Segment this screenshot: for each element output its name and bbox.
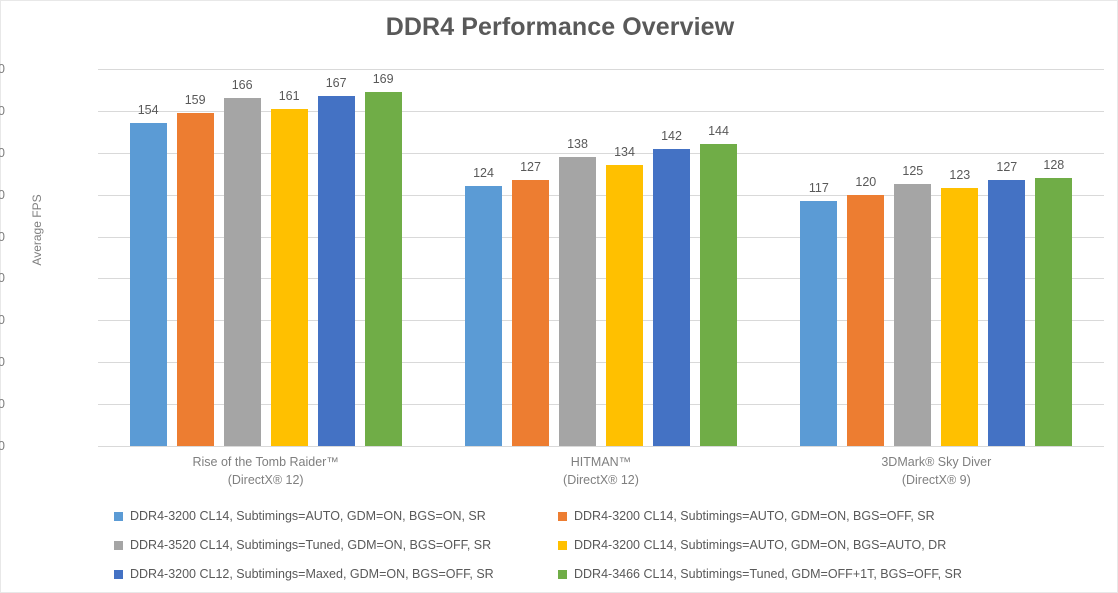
- bar-value-label: 144: [708, 124, 729, 139]
- legend-item-label: DDR4-3200 CL14, Subtimings=AUTO, GDM=ON,…: [574, 509, 935, 523]
- y-axis-tick-label: 120: [0, 187, 5, 202]
- y-axis-tick-label: 160: [0, 103, 5, 118]
- bar: 142: [653, 129, 690, 446]
- legend-color-swatch: [114, 511, 123, 521]
- legend-item[interactable]: DDR4-3200 CL12, Subtimings=Maxed, GDM=ON…: [114, 567, 494, 581]
- legend-color-swatch: [558, 511, 567, 521]
- bar: 169: [364, 72, 402, 446]
- gridline: [98, 194, 1104, 196]
- bar-value-label: 161: [278, 88, 300, 103]
- category-label-line1: 3DMark® Sky Diver: [881, 455, 992, 469]
- gridline: [98, 362, 1104, 364]
- bar: 117: [800, 181, 838, 446]
- bar: 159: [176, 93, 214, 446]
- category-label-line1: HITMAN™: [570, 455, 632, 469]
- legend-item[interactable]: DDR4-3200 CL14, Subtimings=AUTO, GDM=ON,…: [558, 509, 935, 523]
- bar-value-label: 123: [949, 168, 971, 183]
- y-axis-tick-label: 40: [0, 355, 5, 370]
- chart-title: DDR4 Performance Overview: [385, 13, 735, 41]
- legend-item[interactable]: DDR4-3200 CL14, Subtimings=AUTO, GDM=ON,…: [558, 538, 946, 552]
- y-axis-title: Average FPS: [30, 194, 44, 266]
- gridline: [98, 69, 1104, 70]
- bar-value-label: 120: [855, 174, 877, 189]
- gridline: [98, 278, 1104, 280]
- y-axis-tick-label: 100: [0, 229, 5, 244]
- bar-value-label: 127: [996, 160, 1018, 175]
- bar: 138: [559, 137, 596, 446]
- gridline: [98, 236, 1104, 238]
- category-label-line2: (DirectX® 9): [901, 473, 971, 487]
- legend-color-swatch: [114, 569, 123, 579]
- bar: 124: [465, 166, 502, 446]
- gridline: [98, 110, 1104, 112]
- x-axis-category-label: 3DMark® Sky Diver (DirectX® 9): [769, 453, 1104, 489]
- bar-value-label: 142: [661, 128, 682, 143]
- gridline: [98, 446, 1104, 447]
- bar-value-label: 125: [902, 164, 924, 179]
- bar-value-label: 169: [372, 72, 394, 87]
- y-axis-tick-label: 0: [0, 439, 5, 453]
- category-label-line1: Rise of the Tomb Raider™: [192, 455, 339, 469]
- legend-item[interactable]: DDR4-3520 CL14, Subtimings=Tuned, GDM=ON…: [114, 538, 491, 552]
- legend-item[interactable]: DDR4-3200 CL14, Subtimings=AUTO, GDM=ON,…: [114, 509, 486, 523]
- x-axis-category-label: Rise of the Tomb Raider™ (DirectX® 12): [98, 453, 433, 489]
- bar: 123: [941, 168, 979, 446]
- y-axis-tick-label: 20: [0, 397, 5, 412]
- legend-color-swatch: [114, 540, 123, 550]
- gridline: [98, 404, 1104, 406]
- gridline: [98, 152, 1104, 154]
- bar: 120: [847, 175, 885, 446]
- bar-value-label: 124: [473, 166, 494, 181]
- bar: 144: [700, 124, 737, 446]
- bar-value-label: 134: [614, 145, 635, 160]
- bar: 127: [512, 160, 549, 446]
- legend-item[interactable]: DDR4-3466 CL14, Subtimings=Tuned, GDM=OF…: [558, 567, 962, 581]
- legend-item-label: DDR4-3466 CL14, Subtimings=Tuned, GDM=OF…: [574, 567, 962, 581]
- legend-item-label: DDR4-3200 CL14, Subtimings=AUTO, GDM=ON,…: [130, 509, 486, 523]
- bar: 134: [606, 145, 643, 446]
- bar-value-label: 166: [231, 78, 253, 93]
- y-axis-tick-label: 60: [0, 313, 5, 328]
- plot-area: 154 159 166 161 167 169 124 127 138 134 142 144 117 1…: [98, 69, 1104, 447]
- bar: 154: [129, 103, 167, 446]
- bar-value-label: 154: [137, 103, 159, 118]
- bar: 167: [317, 76, 355, 446]
- y-axis-tick-label: 80: [0, 271, 5, 286]
- y-axis-tick-label: 140: [0, 145, 5, 160]
- category-label-line2: (DirectX® 12): [227, 473, 304, 487]
- bar-value-label: 128: [1043, 157, 1065, 172]
- category-label-line2: (DirectX® 12): [563, 473, 639, 487]
- bar: 161: [270, 89, 308, 446]
- legend-color-swatch: [558, 569, 567, 579]
- bar-value-label: 117: [808, 180, 829, 195]
- legend-item-label: DDR4-3520 CL14, Subtimings=Tuned, GDM=ON…: [130, 538, 492, 552]
- gridline: [98, 320, 1104, 322]
- bar-value-label: 167: [325, 76, 347, 91]
- bar-value-label: 127: [520, 160, 541, 175]
- bar: 128: [1035, 158, 1073, 446]
- x-axis-category-label: HITMAN™ (DirectX® 12): [433, 453, 768, 489]
- bar-value-label: 138: [567, 136, 588, 151]
- bar: 166: [223, 78, 261, 446]
- legend-item-label: DDR4-3200 CL12, Subtimings=Maxed, GDM=ON…: [130, 567, 494, 581]
- bar: 125: [894, 164, 932, 446]
- bar-value-label: 159: [184, 92, 206, 107]
- legend-color-swatch: [558, 540, 567, 550]
- legend-item-label: DDR4-3200 CL14, Subtimings=AUTO, GDM=ON,…: [574, 538, 947, 552]
- bar: 127: [988, 160, 1026, 446]
- y-axis-tick-label: 180: [0, 62, 5, 76]
